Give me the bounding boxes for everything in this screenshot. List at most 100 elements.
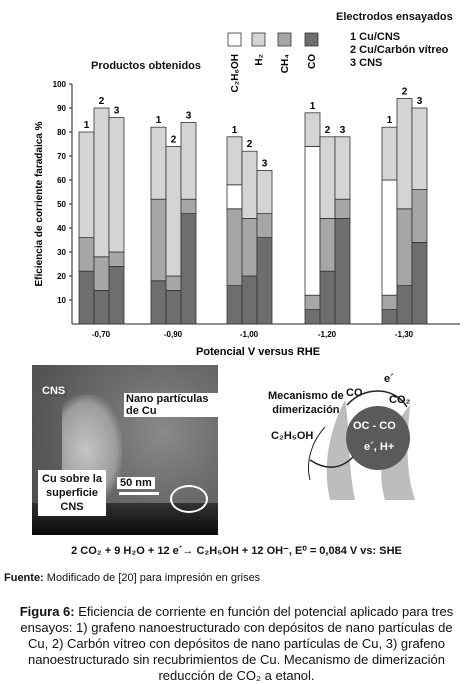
legend-swatch — [251, 32, 266, 47]
bar-segment — [396, 98, 413, 210]
bar-segment — [381, 294, 398, 311]
bar-segment — [411, 107, 428, 190]
legend-product-label: C₂H₆OH — [230, 54, 241, 92]
bar-segment — [334, 136, 351, 200]
pointer-line — [308, 426, 326, 481]
legend-swatch — [304, 32, 319, 47]
bar-segment — [334, 198, 351, 219]
bar-segment — [108, 251, 125, 267]
bar-segment — [165, 145, 182, 277]
y-tick-label: 40 — [57, 224, 66, 233]
oc-co-label: OC - CO — [353, 420, 396, 432]
dimer-circle — [346, 406, 410, 470]
bar-segment — [319, 136, 336, 219]
scale-bar — [119, 492, 159, 495]
bar-number-label: 1 — [156, 115, 162, 126]
nano-particles-label: Nano partículas de Cu — [124, 393, 218, 417]
bar-segment — [93, 107, 110, 258]
bar-segment — [241, 150, 258, 219]
legend-product-label: CH₄ — [280, 54, 291, 73]
bar-segment — [396, 208, 413, 287]
bar-number-label: 3 — [114, 106, 120, 117]
dimerization-mechanism — [308, 390, 415, 500]
bar-segment — [93, 256, 110, 291]
scale-bar-label: 50 nm — [117, 477, 155, 489]
y-tick-label: 70 — [57, 152, 66, 161]
flame-shape-left — [326, 400, 355, 500]
bar-segment — [78, 131, 95, 238]
bar-number-label: 1 — [387, 115, 393, 126]
bar-segment — [241, 275, 258, 325]
cns-label: CNS — [40, 385, 68, 397]
bar-segment — [256, 237, 273, 325]
bar-segment — [334, 217, 351, 325]
bar-segment — [78, 237, 95, 272]
x-tick-label: -0,70 — [92, 330, 111, 339]
cu-surface-label: Cu sobre la superficie CNS — [38, 470, 106, 516]
legend-product-label: H₂ — [254, 54, 265, 66]
caption-label: Figura 6: — [19, 604, 75, 619]
bar-number-label: 1 — [232, 125, 238, 136]
bar-segment — [180, 198, 197, 214]
x-tick-label: -1,20 — [318, 330, 337, 339]
legend-product-label: CO — [307, 54, 318, 69]
bar-segment — [396, 285, 413, 325]
bar-segment — [241, 217, 258, 277]
x-tick-label: -1,00 — [240, 330, 259, 339]
bar-segment — [93, 289, 110, 325]
bar-number-label: 3 — [186, 110, 192, 121]
bar-segment — [150, 280, 167, 325]
bar-segment — [304, 294, 321, 311]
bar-segment — [226, 136, 243, 186]
electrode-list: 1 Cu/CNS 2 Cu/Carbón vítreo 3 CNS — [350, 31, 448, 70]
faradaic-efficiency-chart: 10 20 30 40 50 60 70 80 90 100 Eficiencia de corri… — [34, 32, 460, 358]
bar-segment — [411, 241, 428, 325]
y-tick-label: 50 — [57, 200, 66, 209]
bar-segment — [165, 275, 182, 291]
bar-segment — [256, 213, 273, 239]
bar-segment — [150, 198, 167, 282]
bar-number-label: 2 — [247, 139, 253, 150]
electrode-2: 2 Cu/Carbón vítreo — [350, 44, 449, 56]
bar-segment — [180, 122, 197, 200]
figure-caption: Figura 6: Eficiencia de corriente en fun… — [19, 604, 454, 683]
bar-number-label: 1 — [310, 101, 316, 112]
y-tick-label: 100 — [53, 80, 67, 89]
x-axis-label: Potencial V versus RHE — [196, 346, 320, 358]
y-tick-label: 80 — [57, 128, 66, 137]
bar-number-label: 2 — [99, 96, 105, 107]
bar-segment — [256, 169, 273, 214]
y-axis-label: Eficiencia de corriente faradaica % — [34, 121, 45, 286]
bar-segment — [319, 270, 336, 325]
legend-swatch — [227, 32, 242, 47]
y-tick-label: 10 — [57, 296, 66, 305]
x-tick-label: -1,30 — [395, 330, 414, 339]
legend-title: Electrodos ensayados — [336, 11, 453, 23]
bar-number-label: 2 — [325, 125, 331, 136]
source-note: Fuente: Modificado de [20] para impresió… — [4, 572, 261, 584]
y-tick-label: 30 — [57, 248, 66, 257]
bar-segment — [226, 208, 243, 287]
co2-arrow — [346, 390, 408, 408]
bar-segment — [226, 184, 243, 210]
bar-number-label: 3 — [417, 96, 423, 107]
bar-segment — [381, 126, 398, 181]
electron-h-label: e´, H+ — [364, 441, 395, 453]
highlight-ellipse — [170, 485, 208, 513]
bar-segment — [319, 217, 336, 272]
electrode-3: 3 CNS — [350, 57, 383, 69]
bar-segment — [304, 112, 321, 147]
products-label: Productos obtenidos — [91, 60, 201, 72]
bar-number-label: 3 — [262, 158, 268, 169]
y-tick-label: 60 — [57, 176, 66, 185]
bar-number-label: 2 — [171, 134, 177, 145]
electrode-1: 1 Cu/CNS — [350, 31, 401, 43]
reaction-equation: 2 CO₂ + 9 H₂O + 12 e´→ C₂H₅OH + 12 OH⁻, … — [71, 545, 402, 557]
bar-segment — [304, 145, 321, 296]
bar-segment — [381, 309, 398, 325]
bar-segment — [180, 213, 197, 325]
bar-segment — [165, 289, 182, 325]
bar-segment — [108, 265, 125, 325]
bar-segment — [304, 309, 321, 325]
bar-segment — [150, 126, 167, 200]
